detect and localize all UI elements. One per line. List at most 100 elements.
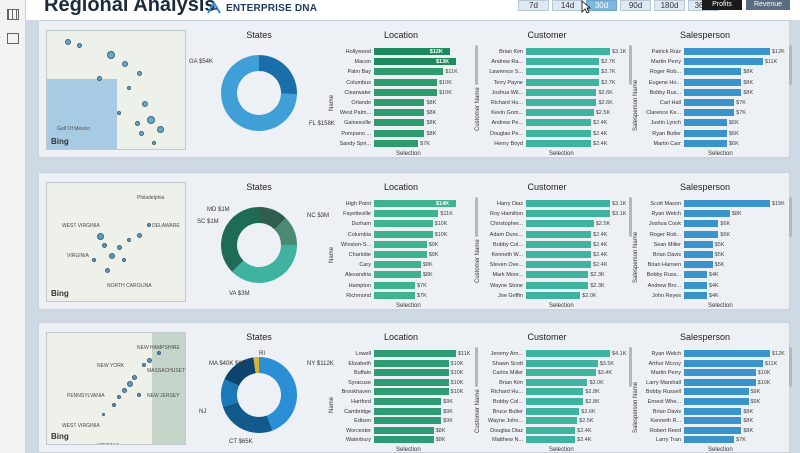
customer-row[interactable]: Brian Kim $3.0K <box>483 378 631 387</box>
location-row[interactable]: Sandy Spri... $7K <box>337 139 477 148</box>
location-row[interactable]: Elizabeth $10K <box>337 359 477 368</box>
location-bar[interactable] <box>374 139 419 147</box>
customer-row[interactable]: Richard Hu... $2.6K <box>483 99 631 107</box>
location-row[interactable]: Buffalo $10K <box>337 369 477 377</box>
salesperson-scrollbar[interactable] <box>789 347 792 387</box>
salesperson-row[interactable]: Martin Perry $11K <box>641 58 791 66</box>
customer-bar[interactable] <box>526 200 610 207</box>
location-bar[interactable] <box>374 359 449 367</box>
location-row[interactable]: Hollywood $12K <box>337 48 477 56</box>
salesperson-bar[interactable] <box>684 240 713 248</box>
salesperson-bar[interactable] <box>684 407 742 415</box>
location-bar[interactable] <box>374 281 415 289</box>
location-bar[interactable] <box>374 388 449 396</box>
customer-bar[interactable] <box>526 407 580 415</box>
customer-bar[interactable] <box>526 210 610 218</box>
salesperson-bar[interactable] <box>684 99 735 106</box>
customer-row[interactable]: Roy Hamilton $3.1K <box>483 210 631 218</box>
salesperson-bar[interactable] <box>684 230 719 238</box>
map-bubble[interactable] <box>97 76 102 81</box>
location-bar[interactable] <box>374 109 425 117</box>
date-button-90d[interactable]: 90d <box>620 0 651 11</box>
donut-slice[interactable] <box>221 379 239 407</box>
region-map[interactable]: VIRGINIA NORTH CAROLINA DELAWARE Philadelph… <box>46 182 186 302</box>
salesperson-row[interactable]: Ernest Whe... $9K <box>641 398 791 406</box>
donut-slice[interactable] <box>224 357 256 386</box>
location-row[interactable]: Palm Bay $11K <box>337 68 477 76</box>
location-row[interactable]: Clearwater $10K <box>337 88 477 97</box>
region-map[interactable]: Gulf Of Mexico Bing <box>46 30 186 150</box>
customer-bar[interactable] <box>526 251 592 258</box>
salesperson-row[interactable]: Brian Hansen $5K <box>641 261 791 269</box>
customer-row[interactable]: Shawn Scott $3.5K <box>483 359 631 368</box>
profits-button[interactable]: Profits <box>702 0 742 10</box>
location-row[interactable]: Hartford $9K <box>337 398 477 406</box>
customer-bar[interactable] <box>526 436 576 444</box>
donut-slice[interactable] <box>259 55 297 95</box>
location-row[interactable]: Charlotte $9K <box>337 251 477 259</box>
salesperson-row[interactable]: Larry Tran $7K <box>641 436 791 444</box>
location-row[interactable]: Waterbury $8K <box>337 436 477 444</box>
location-bar[interactable] <box>374 210 439 218</box>
location-bar[interactable] <box>374 369 449 377</box>
location-row[interactable]: Hampton $7K <box>337 281 477 290</box>
salesperson-row[interactable]: Justin Lynch $6K <box>641 119 791 127</box>
map-bubble[interactable] <box>137 393 141 397</box>
customer-row[interactable]: Matthew N... $2.4K <box>483 436 631 444</box>
location-bar[interactable] <box>374 88 438 96</box>
salesperson-row[interactable]: Joshua Cook $6K <box>641 220 791 228</box>
salesperson-bar[interactable] <box>684 200 770 207</box>
customer-scrollbar[interactable] <box>629 45 632 85</box>
location-row[interactable]: Alexandria $8K <box>337 271 477 279</box>
location-row[interactable]: Cary $8K <box>337 261 477 269</box>
customer-bar[interactable] <box>526 291 581 299</box>
salesperson-bar[interactable] <box>684 281 707 289</box>
salesperson-bar[interactable] <box>684 251 713 258</box>
map-bubble[interactable] <box>122 61 128 67</box>
donut-slice[interactable] <box>274 218 297 245</box>
location-row[interactable]: Richmond $7K <box>337 291 477 300</box>
location-bar[interactable] <box>374 129 425 137</box>
map-bubble[interactable] <box>157 351 161 355</box>
customer-bar[interactable] <box>526 88 597 96</box>
customer-bar[interactable] <box>526 58 600 66</box>
location-bar[interactable] <box>374 200 456 207</box>
customer-bar[interactable] <box>526 78 600 86</box>
salesperson-row[interactable]: Larry Marshall $10K <box>641 378 791 387</box>
revenue-button[interactable]: Revenue <box>746 0 790 10</box>
customer-bar[interactable] <box>526 139 592 147</box>
states-donut-chart[interactable] <box>217 203 301 287</box>
salesperson-row[interactable]: Carl Hall $7K <box>641 99 791 107</box>
customer-row[interactable]: Bruce Butler $2.6K <box>483 407 631 416</box>
location-row[interactable]: Gainesville $8K <box>337 119 477 127</box>
salesperson-scrollbar[interactable] <box>789 197 792 237</box>
location-bar[interactable] <box>374 220 433 228</box>
customer-bar[interactable] <box>526 240 592 248</box>
salesperson-bar[interactable] <box>684 220 719 228</box>
location-bar[interactable] <box>374 240 427 248</box>
map-bubble[interactable] <box>137 233 142 238</box>
salesperson-row[interactable]: Martin Perry $10K <box>641 369 791 377</box>
salesperson-row[interactable]: Brian Davis $5K <box>641 251 791 259</box>
model-view-icon[interactable] <box>7 33 19 44</box>
map-bubble[interactable] <box>135 121 140 126</box>
salesperson-row[interactable]: Roger Rob... $8K <box>641 68 791 76</box>
location-scrollbar[interactable] <box>475 197 478 237</box>
report-view-icon[interactable] <box>7 9 19 20</box>
location-row[interactable]: High Point $14K <box>337 200 477 208</box>
salesperson-bar[interactable] <box>684 88 742 96</box>
date-button-7d[interactable]: 7d <box>518 0 549 11</box>
map-bubble[interactable] <box>77 43 82 48</box>
customer-bar[interactable] <box>526 230 592 238</box>
salesperson-bar[interactable] <box>684 271 707 279</box>
salesperson-row[interactable]: Roger Rob... $6K <box>641 230 791 239</box>
location-row[interactable]: Columbia $10K <box>337 230 477 239</box>
salesperson-bar[interactable] <box>684 426 742 434</box>
customer-row[interactable]: Bobby Col... $2.8K <box>483 398 631 406</box>
location-row[interactable]: Lowell $11K <box>337 350 477 358</box>
customer-row[interactable]: Andrew Pe... $2.4K <box>483 119 631 127</box>
map-bubble[interactable] <box>142 101 148 107</box>
customer-bar[interactable] <box>526 281 589 289</box>
map-bubble[interactable] <box>102 413 105 416</box>
map-bubble[interactable] <box>117 111 121 115</box>
